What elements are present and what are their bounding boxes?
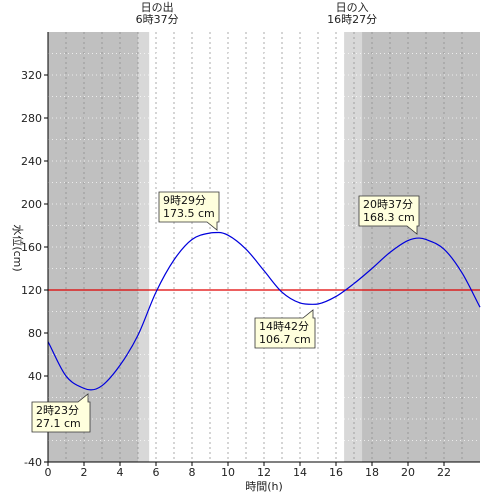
sunrise-time: 6時37分 — [136, 13, 179, 26]
x-tick-label: 0 — [45, 466, 52, 479]
y-tick-label: 160 — [21, 241, 42, 254]
x-tick-label: 12 — [257, 466, 271, 479]
y-tick-label: 240 — [21, 155, 42, 168]
y-tick-label: -40 — [24, 456, 42, 469]
y-tick-label: 200 — [21, 198, 42, 211]
annotation-level: 173.5 cm — [163, 207, 215, 220]
x-tick-label: 2 — [81, 466, 88, 479]
x-tick-label: 18 — [365, 466, 379, 479]
axes: -400408012016020024028032002468101214161… — [21, 32, 480, 479]
x-tick-label: 16 — [329, 466, 343, 479]
x-tick-label: 4 — [117, 466, 124, 479]
series-layer — [47, 231, 481, 391]
annotation-time: 9時29分 — [163, 194, 206, 207]
x-tick-label: 22 — [437, 466, 451, 479]
day-shade — [149, 32, 345, 462]
y-tick-label: 320 — [21, 69, 42, 82]
annotation-time: 20時37分 — [363, 198, 413, 211]
y-tick-label: 120 — [21, 284, 42, 297]
y-axis-label: 水位(cm) — [11, 224, 25, 271]
x-tick-label: 6 — [153, 466, 160, 479]
x-tick-label: 14 — [293, 466, 307, 479]
annotation-box — [254, 309, 316, 349]
x-tick-label: 20 — [401, 466, 415, 479]
annotation-level: 106.7 cm — [259, 333, 311, 346]
x-tick-label: 10 — [221, 466, 235, 479]
x-tick-label: 8 — [189, 466, 196, 479]
y-tick-label: 280 — [21, 112, 42, 125]
annotation-box — [31, 393, 91, 433]
annotation-time: 2時23分 — [36, 404, 79, 417]
y-tick-label: 40 — [28, 370, 42, 383]
x-axis-label: 時間(h) — [245, 480, 283, 493]
y-tick-label: 80 — [28, 327, 42, 340]
tide-level-line — [47, 231, 481, 391]
grid-lines — [48, 32, 480, 462]
sunrise-label: 日の出 — [141, 0, 174, 14]
annotation-box — [158, 191, 220, 231]
sunset-time: 16時27分 — [327, 13, 377, 26]
annotation-level: 27.1 cm — [36, 417, 81, 430]
annotation-time: 14時42分 — [259, 320, 309, 333]
annotation-level: 168.3 cm — [363, 211, 415, 224]
sunset-label: 日の入 — [336, 1, 369, 14]
annotation-box — [358, 195, 420, 235]
